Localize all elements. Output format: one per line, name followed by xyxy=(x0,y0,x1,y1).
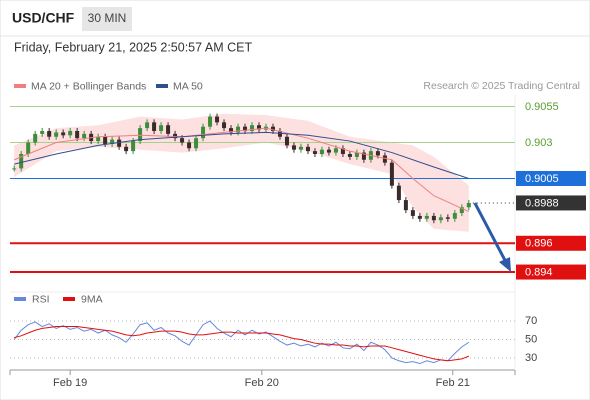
candle xyxy=(145,122,150,129)
datetime: Friday, February 21, 2025 2:50:57 AM CET xyxy=(14,40,252,54)
candle xyxy=(466,202,471,208)
candle xyxy=(459,207,464,214)
y-tick-label: 50 xyxy=(525,333,537,345)
candle xyxy=(284,136,289,146)
candle xyxy=(47,130,52,137)
level-label: 0.903 xyxy=(525,137,553,149)
level-label: 0.896 xyxy=(525,238,553,250)
candle xyxy=(438,217,443,221)
ma-line xyxy=(14,131,469,179)
candle xyxy=(354,152,359,157)
candle xyxy=(326,149,331,153)
candle xyxy=(361,152,366,160)
legend-swatch xyxy=(14,297,26,301)
candle xyxy=(117,139,122,147)
timeframe: 30 MIN xyxy=(88,11,127,25)
legend-label: MA 20 + Bollinger Bands xyxy=(31,80,146,92)
legend-label: 9MA xyxy=(81,293,103,305)
candle xyxy=(124,146,129,152)
candle xyxy=(333,148,338,153)
candle xyxy=(152,122,157,131)
candle xyxy=(138,128,143,142)
candle xyxy=(347,154,352,157)
candle xyxy=(19,154,24,169)
candle xyxy=(382,155,387,163)
candle xyxy=(201,126,206,139)
candle xyxy=(340,148,345,155)
candle xyxy=(82,133,87,139)
candle xyxy=(40,130,45,134)
level-label: 0.894 xyxy=(525,266,553,278)
legend-swatch xyxy=(156,84,168,88)
candle xyxy=(396,185,401,201)
level-label: 0.9055 xyxy=(525,101,559,113)
level-box xyxy=(516,195,586,211)
candle xyxy=(110,139,115,144)
source: Research © 2025 Trading Central xyxy=(423,80,580,92)
bollinger-band xyxy=(14,113,469,232)
candle xyxy=(257,125,262,130)
level-box xyxy=(516,264,586,280)
y-tick-label: 70 xyxy=(525,315,537,327)
candle xyxy=(403,200,408,211)
x-tick-label: Feb 20 xyxy=(245,377,279,389)
candle xyxy=(375,151,380,156)
candle xyxy=(452,213,457,219)
level-label: 0.9005 xyxy=(525,173,559,185)
legend-label: RSI xyxy=(32,293,50,305)
candle xyxy=(236,126,241,133)
candle xyxy=(298,146,303,150)
candle xyxy=(417,215,422,219)
candle xyxy=(270,126,275,131)
symbol: USD/CHF xyxy=(12,10,75,26)
candle xyxy=(410,210,415,216)
candle xyxy=(243,126,248,131)
candle xyxy=(194,138,199,149)
candle xyxy=(12,168,17,170)
candle xyxy=(445,217,450,219)
candle xyxy=(431,215,436,221)
candle xyxy=(291,145,296,150)
legend-swatch xyxy=(63,297,75,301)
legend-label: MA 50 xyxy=(173,80,203,92)
candle xyxy=(33,133,38,143)
y-tick-label: 30 xyxy=(525,352,537,364)
candle xyxy=(250,125,255,131)
candle xyxy=(305,146,310,152)
x-tick-label: Feb 21 xyxy=(436,377,470,389)
candle xyxy=(312,151,317,155)
candle xyxy=(166,125,171,134)
candle xyxy=(159,125,164,131)
level-box xyxy=(516,235,586,251)
candle xyxy=(389,162,394,186)
arrow-head xyxy=(499,257,511,273)
candle xyxy=(96,136,101,142)
projection-arrow xyxy=(473,202,510,267)
candle xyxy=(208,116,213,127)
candle xyxy=(61,132,66,136)
level-label: 0.8988 xyxy=(525,197,559,209)
candle xyxy=(222,122,227,129)
candle xyxy=(229,128,234,133)
candle xyxy=(75,130,80,139)
candle xyxy=(103,136,108,144)
candle xyxy=(54,132,59,137)
candle xyxy=(319,149,324,155)
candle xyxy=(180,138,185,143)
candle xyxy=(187,142,192,149)
candle xyxy=(68,130,73,136)
candle xyxy=(424,215,429,219)
timeframe-box xyxy=(82,7,132,31)
candle xyxy=(215,116,220,123)
rsi-line xyxy=(14,326,470,362)
x-tick-label: Feb 19 xyxy=(53,377,87,389)
level-box xyxy=(516,170,586,186)
legend-swatch xyxy=(14,84,26,88)
ma-line xyxy=(14,127,470,213)
candle xyxy=(26,142,31,155)
candle xyxy=(131,141,136,152)
